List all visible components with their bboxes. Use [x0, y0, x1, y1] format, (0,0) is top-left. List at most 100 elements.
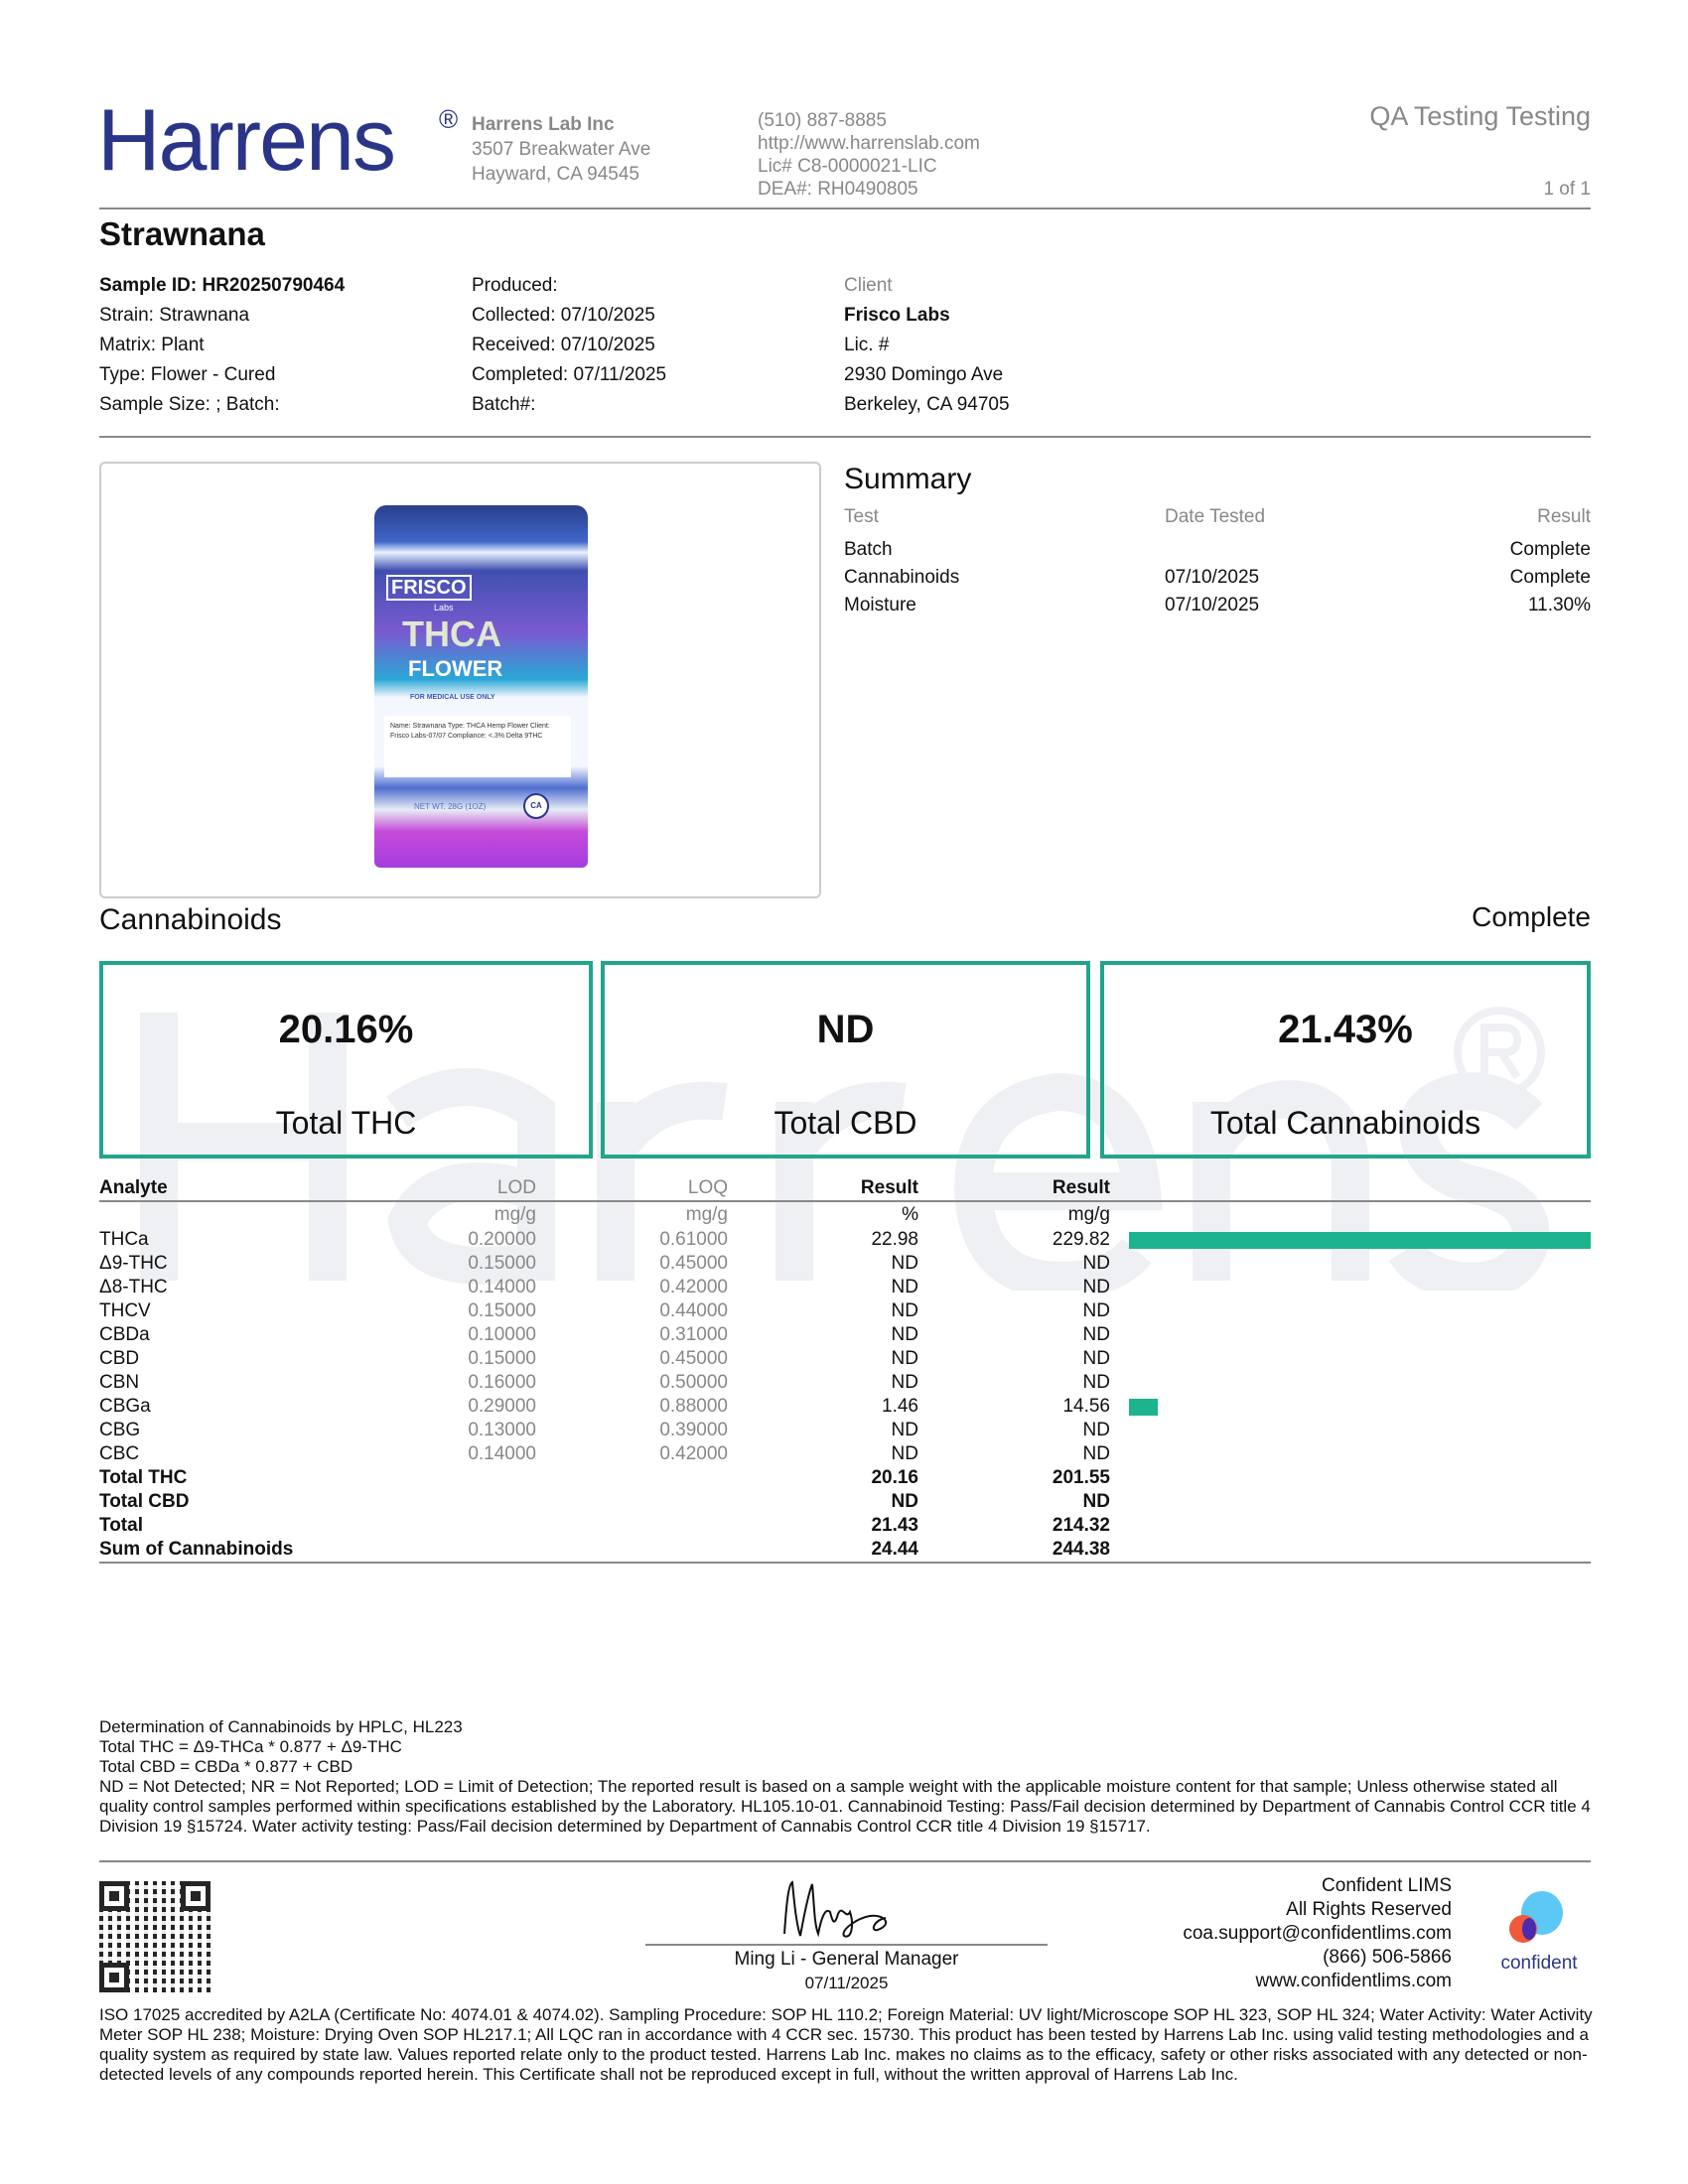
note: Determination of Cannabinoids by HPLC, H…: [99, 1717, 463, 1736]
summary-date: 07/10/2025: [1165, 567, 1260, 588]
disclaimer: ISO 17025 accredited by A2LA (Certificat…: [99, 2005, 1593, 2084]
unit-loq: mg/g: [685, 1204, 728, 1225]
loq: 0.45000: [659, 1348, 728, 1369]
client-info: Client Frisco Labs Lic. # 2930 Domingo A…: [844, 275, 1010, 424]
client-street: 2930 Domingo Ave: [844, 364, 1004, 385]
strain: Strain: Strawnana: [99, 305, 250, 326]
street: 3507 Breakwater Ave: [472, 139, 651, 160]
batch-number: Batch#:: [472, 394, 536, 415]
summary-header-result: Result: [1537, 506, 1591, 527]
analyte: CBC: [99, 1443, 140, 1464]
analyte: CBG: [99, 1420, 141, 1440]
website[interactable]: http://www.harrenslab.com: [758, 133, 980, 154]
note: ND = Not Detected; NR = Not Reported; LO…: [99, 1777, 1591, 1836]
loq: 0.50000: [659, 1372, 728, 1393]
bag-note: FOR MEDICAL USE ONLY: [410, 694, 495, 701]
divider: [99, 436, 1591, 438]
units-row: mg/g mg/g % mg/g: [99, 1204, 1591, 1228]
card-label: Total Cannabinoids: [1209, 1105, 1481, 1141]
summary-header-test: Test: [844, 506, 879, 527]
analyte: CBN: [99, 1372, 140, 1393]
qr-code[interactable]: [99, 1881, 211, 1992]
result-percent: ND: [891, 1420, 918, 1440]
summary-result: 11.30%: [1527, 595, 1591, 615]
result-mg: ND: [1082, 1300, 1110, 1321]
result-percent: ND: [891, 1443, 918, 1464]
analyte: CBGa: [99, 1396, 151, 1417]
signature-line: [645, 1944, 1048, 1946]
note: Total THC = Δ9-THCa * 0.877 + Δ9-THC: [99, 1737, 402, 1756]
card-value: 21.43%: [1278, 1008, 1413, 1051]
lod: 0.14000: [468, 1277, 536, 1297]
report-title: QA Testing Testing: [1369, 101, 1591, 131]
header-lod: LOD: [496, 1177, 536, 1198]
lims-email[interactable]: coa.support@confidentlims.com: [1183, 1923, 1452, 1944]
city: Hayward, CA 94545: [472, 164, 639, 185]
analyte: CBDa: [99, 1324, 150, 1345]
lod: 0.15000: [468, 1348, 536, 1369]
qr-finder: [99, 1881, 129, 1911]
confident-logo-text: confident: [1500, 1953, 1578, 1974]
product-bag-image: FRISCO Labs THCA FLOWER FOR MEDICAL USE …: [374, 505, 588, 868]
total-percent: 20.16: [871, 1467, 918, 1488]
lod: 0.10000: [468, 1324, 536, 1345]
analyte: CBD: [99, 1348, 140, 1369]
loq: 0.88000: [659, 1396, 728, 1417]
result-mg: ND: [1082, 1348, 1110, 1369]
lod: 0.14000: [468, 1443, 536, 1464]
collected: Collected: 07/10/2025: [472, 305, 655, 326]
bag-subtitle: FLOWER: [408, 656, 503, 681]
lims-website[interactable]: www.confidentlims.com: [1255, 1971, 1452, 1991]
card-label: Total CBD: [774, 1105, 917, 1141]
summary-test: Moisture: [844, 595, 916, 615]
received: Received: 07/10/2025: [472, 335, 655, 355]
completed: Completed: 07/11/2025: [472, 364, 667, 385]
total-thc-card: 20.16% Total THC: [99, 961, 593, 1159]
card-value: 20.16%: [278, 1008, 414, 1051]
summary-header-date: Date Tested: [1165, 506, 1266, 527]
header-result-percent: Result: [860, 1177, 918, 1198]
registered-mark: ®: [439, 104, 459, 134]
loq: 0.45000: [659, 1253, 728, 1274]
watermark-logo: [140, 1013, 1549, 1291]
table-row: CBDa 0.10000 0.31000 ND ND: [99, 1324, 1591, 1348]
divider: [99, 1200, 1591, 1202]
lod: 0.13000: [468, 1420, 536, 1440]
loq: 0.42000: [659, 1277, 728, 1297]
result-percent: ND: [891, 1348, 918, 1369]
header-loq: LOQ: [687, 1177, 728, 1198]
header-analyte: Analyte: [99, 1177, 168, 1198]
client-label: Client: [844, 275, 893, 296]
bag-label: Name: Strawnana Type: THCA Hemp Flower C…: [384, 716, 571, 777]
table-row: CBC 0.14000 0.42000 ND ND: [99, 1443, 1591, 1467]
client-city: Berkeley, CA 94705: [844, 394, 1010, 415]
matrix: Matrix: Plant: [99, 335, 205, 355]
unit-lod: mg/g: [493, 1204, 536, 1225]
lod: 0.29000: [468, 1396, 536, 1417]
total-name: Total CBD: [99, 1491, 190, 1512]
result-bar: [1129, 1232, 1591, 1249]
page-number: 1 of 1: [1543, 179, 1591, 200]
lims-info: Confident LIMS All Rights Reserved coa.s…: [1183, 1874, 1452, 1993]
header-result-mg: Result: [1052, 1177, 1110, 1198]
sample-details: Sample ID: HR20250790464 Strain: Strawna…: [99, 275, 345, 424]
table-row: Δ9-THC 0.15000 0.45000 ND ND: [99, 1253, 1591, 1277]
signer-name: Ming Li - General Manager: [734, 1949, 959, 1970]
bag-weight: NET WT. 28G (1OZ): [414, 802, 487, 811]
total-name: Total: [99, 1515, 143, 1536]
bag-brand-sub: Labs: [434, 603, 454, 613]
table-row: CBD 0.15000 0.45000 ND ND: [99, 1348, 1591, 1372]
result-mg: ND: [1082, 1443, 1110, 1464]
summary-date: 07/10/2025: [1165, 595, 1260, 615]
dea-number: DEA#: RH0490805: [758, 179, 918, 200]
sample-name: Strawnana: [99, 215, 265, 252]
total-percent: 21.43: [871, 1515, 918, 1536]
unit-mg: mg/g: [1067, 1204, 1110, 1225]
analyte: THCa: [99, 1229, 149, 1250]
loq: 0.42000: [659, 1443, 728, 1464]
divider: [99, 207, 1591, 209]
total-row: Total 21.43 214.32: [99, 1515, 1591, 1539]
result-percent: ND: [891, 1253, 918, 1274]
bag-title: THCA: [402, 614, 501, 654]
lod: 0.16000: [468, 1372, 536, 1393]
